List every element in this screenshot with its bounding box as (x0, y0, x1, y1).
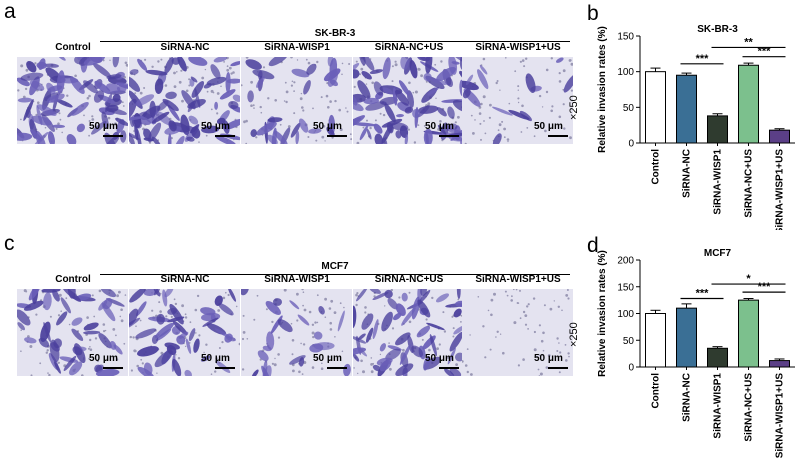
x-tick-label: SiRNA-NC+US (744, 149, 755, 218)
bar (769, 129, 790, 144)
significance-label: * (746, 273, 751, 285)
significance-label: *** (758, 46, 772, 58)
x-tick-label: SiRNA-NC+US (744, 373, 755, 442)
x-tick-label: SiRNA-WISP1+US (775, 149, 786, 230)
x-tick-label: Control (651, 373, 662, 409)
scale-bar-label: 50 μm (201, 353, 230, 364)
scale-bar (439, 367, 459, 369)
scale-bar-label: 50 μm (425, 353, 454, 364)
panel-letter-a: a (4, 0, 16, 23)
group-title-sk-br-3: SK-BR-3 (314, 28, 356, 39)
scale-bar (439, 135, 459, 137)
x-tick-label: SiRNA-WISP1 (713, 373, 724, 439)
bar (645, 313, 666, 368)
scale-bar-label: 50 μm (201, 121, 230, 132)
bar (769, 360, 790, 368)
bar (738, 299, 759, 368)
scale-bar (215, 367, 235, 369)
y-tick-label: 150 (617, 282, 634, 293)
group-title-mcf7: MCF7 (321, 261, 349, 272)
x-tick-label: SiRNA-NC (682, 149, 693, 198)
y-tick-label: 0 (628, 139, 634, 150)
scale-bar-label: 50 μm (425, 121, 454, 132)
scale-bar (548, 367, 568, 369)
panel-letter-b: b (587, 2, 599, 25)
scale-bar (103, 367, 123, 369)
y-tick-label: 0 (628, 363, 634, 374)
bar (676, 307, 697, 368)
x-tick-label: SiRNA-WISP1 (713, 149, 724, 215)
panel-letter-c: c (4, 232, 15, 255)
column-label: SiRNA-NC+US (374, 274, 444, 285)
bar-chart-mcf7: MCF7 0 50 100 150 200 Relative invasion rates … (597, 248, 795, 459)
scale-bar-label: 50 μm (89, 353, 118, 364)
x-tick-label: Control (651, 149, 662, 185)
micrograph-image (462, 289, 573, 376)
micrograph-image (241, 289, 352, 376)
scale-bar (327, 367, 347, 369)
y-tick-label: 150 (617, 32, 634, 43)
y-axis-label: Relative invasion rates (%) (597, 250, 608, 377)
bar (707, 347, 728, 368)
significance-label: ** (744, 36, 753, 48)
column-label: SiRNA-WISP1+US (475, 42, 561, 53)
bar-chart-sk-br-3: SK-BR-3 0 50 100 150 Relative invasion rates … (597, 24, 795, 230)
y-tick-label: 50 (623, 103, 635, 114)
magnification-label-c: ×250 (568, 322, 580, 347)
micrograph-image (462, 57, 573, 144)
micrograph-image (17, 289, 128, 376)
group-underline-a (100, 41, 570, 42)
column-label: SiRNA-NC (160, 42, 210, 53)
scale-bar (215, 135, 235, 137)
scale-bar (327, 135, 347, 137)
scale-bar-label: 50 μm (313, 353, 342, 364)
scale-bar (103, 135, 123, 137)
group-underline-c (100, 274, 570, 275)
significance-label: *** (696, 288, 710, 300)
chart-title: MCF7 (704, 248, 732, 259)
y-tick-label: 50 (623, 336, 635, 347)
panel-letter-d: d (587, 234, 599, 257)
y-axis-label: Relative invasion rates (%) (597, 26, 608, 153)
bar (676, 74, 697, 144)
scale-bar-label: 50 μm (89, 121, 118, 132)
y-tick-label: 100 (617, 309, 634, 320)
column-label: SiRNA-WISP1 (264, 274, 330, 285)
column-label: Control (55, 274, 91, 285)
column-label: SiRNA-NC+US (374, 42, 444, 53)
scale-bar-label: 50 μm (313, 121, 342, 132)
column-label: SiRNA-WISP1+US (475, 274, 561, 285)
scale-bar-label: 50 μm (534, 121, 563, 132)
micrograph-image (129, 57, 240, 144)
bar (738, 64, 759, 144)
significance-label: *** (758, 281, 772, 293)
y-tick-label: 100 (617, 67, 634, 78)
x-tick-label: SiRNA-NC (682, 373, 693, 422)
magnification-label-a: ×250 (568, 95, 580, 120)
micrograph-image (353, 289, 464, 376)
micrograph-image (241, 57, 352, 144)
micrograph-image (129, 289, 240, 376)
column-label: SiRNA-NC (160, 274, 210, 285)
y-tick-label: 200 (617, 256, 634, 267)
column-label: SiRNA-WISP1 (264, 42, 330, 53)
scale-bar-label: 50 μm (534, 353, 563, 364)
bar (707, 115, 728, 144)
chart-title: SK-BR-3 (697, 24, 738, 35)
column-label: Control (55, 42, 91, 53)
significance-label: *** (696, 53, 710, 65)
x-tick-label: SiRNA-WISP1+US (775, 373, 786, 459)
scale-bar (548, 135, 568, 137)
bar (645, 71, 666, 144)
